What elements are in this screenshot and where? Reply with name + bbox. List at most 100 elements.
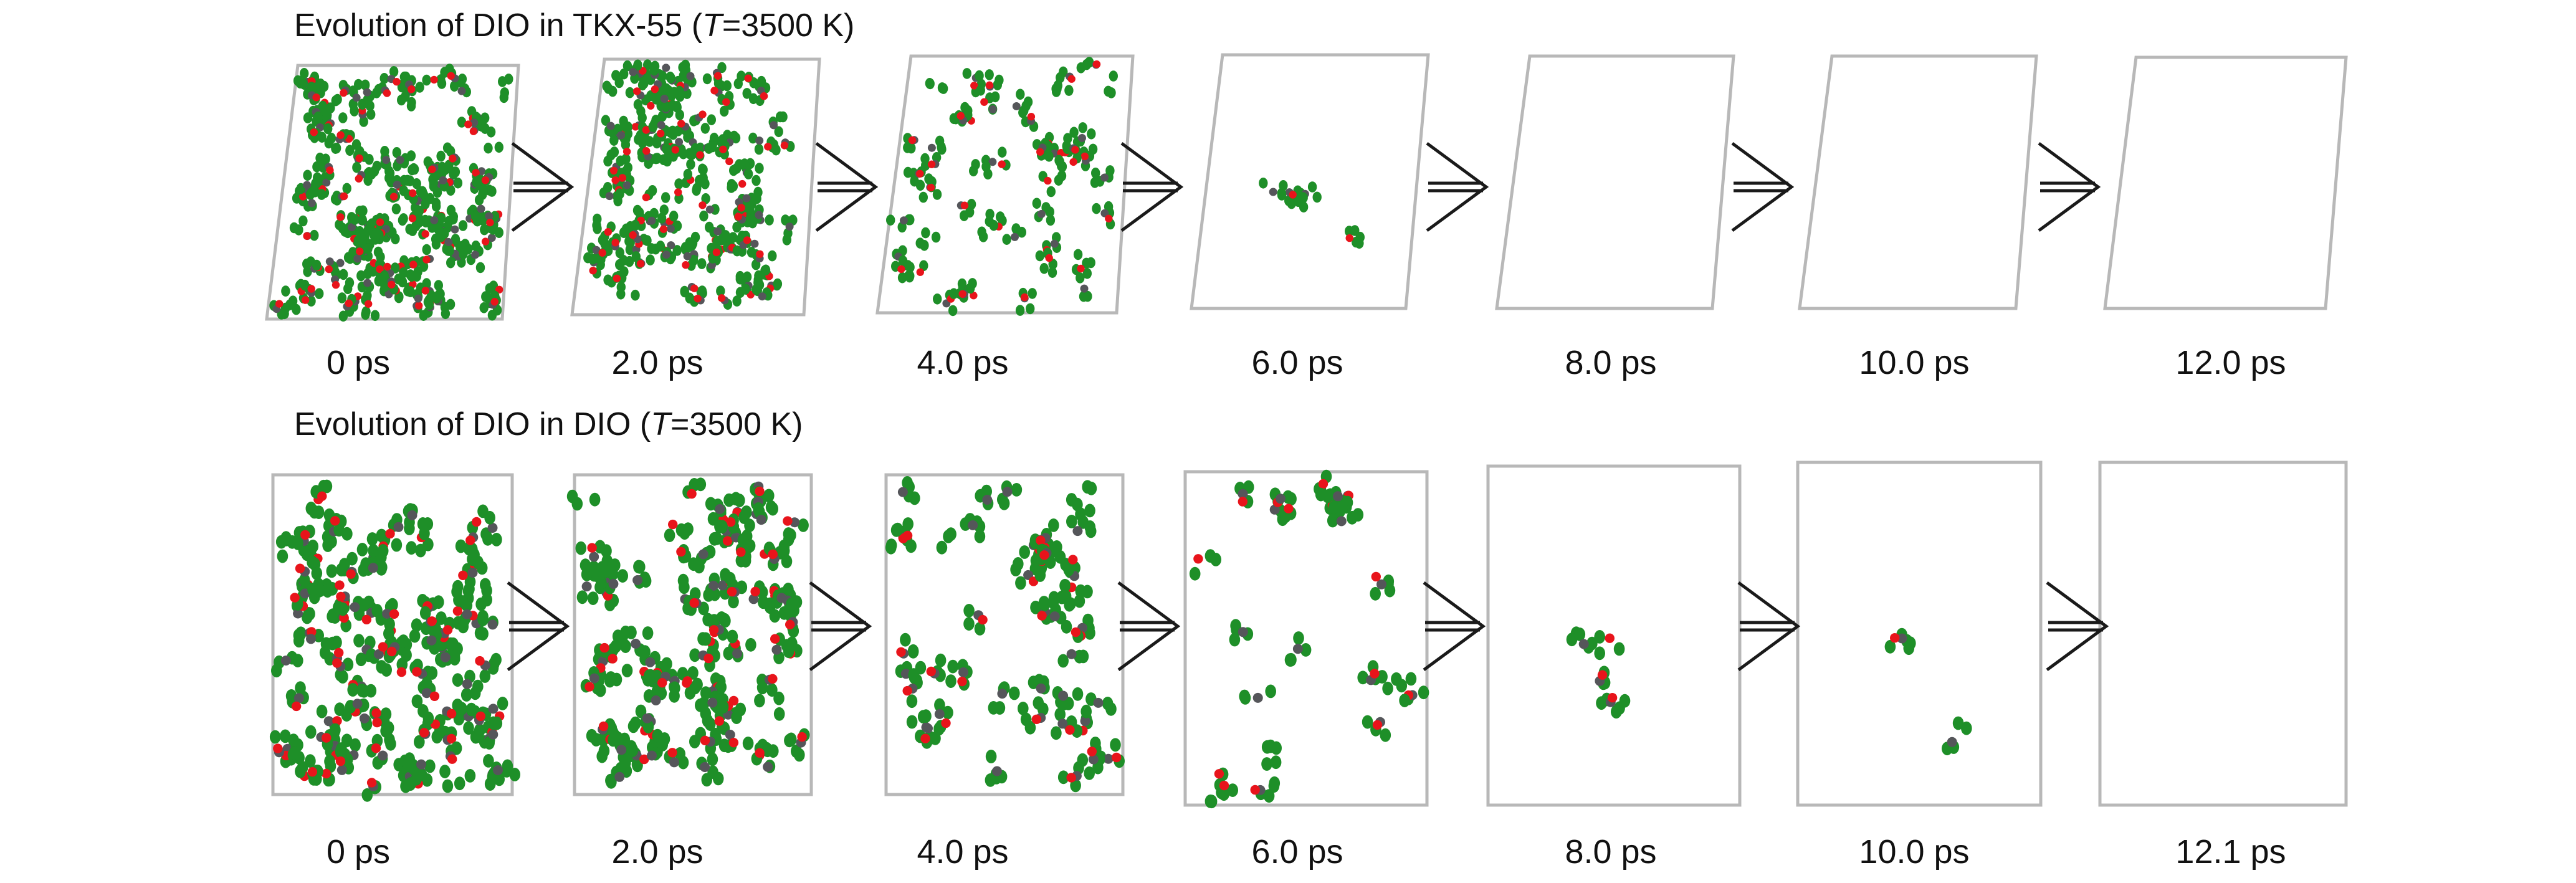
atom-green: [305, 502, 317, 515]
molecule: [1090, 165, 1115, 188]
molecule: [768, 111, 788, 138]
atom-red: [300, 530, 310, 540]
atom-green: [271, 664, 282, 678]
cell-boundary: [1190, 53, 1430, 310]
atom-red: [371, 743, 381, 753]
atom-green: [317, 131, 327, 143]
atom-gray: [1078, 134, 1086, 142]
molecule: [648, 121, 677, 144]
atom-red: [430, 75, 438, 84]
atom-red: [355, 174, 363, 183]
atom-red: [295, 563, 305, 573]
atom-green: [971, 159, 980, 170]
atom-red: [667, 748, 677, 758]
atom-green: [650, 60, 660, 72]
atom-gray: [303, 181, 312, 189]
atom-green: [1091, 167, 1100, 179]
molecule: [616, 281, 640, 301]
atom-green: [1084, 57, 1094, 68]
molecule: [345, 683, 368, 714]
atom-gray: [363, 279, 372, 287]
atom-green: [695, 698, 706, 712]
molecule: [682, 477, 707, 499]
molecule: [702, 62, 727, 85]
atom-gray: [280, 656, 291, 666]
atom-green: [426, 666, 438, 680]
atom-red: [916, 268, 925, 276]
atom-gray: [776, 593, 787, 603]
atom-green: [371, 604, 383, 618]
atom-green: [1057, 654, 1069, 668]
atom-green: [727, 182, 736, 193]
atom-green: [631, 219, 640, 231]
atom-green: [712, 771, 724, 786]
atom-green: [965, 206, 975, 218]
atom-gray: [477, 204, 485, 213]
atom-green: [695, 176, 705, 188]
atom-green: [407, 97, 416, 108]
atom-red: [490, 298, 499, 306]
atom-gray: [899, 216, 908, 225]
atom-red: [1193, 554, 1203, 564]
molecule: [681, 244, 699, 271]
molecule: [727, 179, 747, 193]
atom-red: [728, 738, 739, 748]
atom-green: [575, 541, 587, 555]
atom-red: [452, 606, 463, 616]
atom-green: [932, 189, 942, 200]
simulation-cell: [1183, 469, 1429, 809]
atom-red: [727, 586, 737, 597]
atom-red: [1289, 191, 1297, 199]
atom-red: [365, 300, 373, 308]
atom-green: [446, 298, 456, 310]
atom-red: [642, 126, 651, 134]
atom-green: [293, 628, 305, 642]
atom-red: [642, 147, 651, 155]
atom-red: [908, 136, 917, 145]
molecule: [371, 598, 399, 631]
molecule: [985, 750, 1008, 787]
molecule: [380, 146, 392, 171]
atom-green: [310, 82, 320, 94]
row-title-tkx55: Evolution of DIO in TKX-55 (T=3500 K): [294, 7, 854, 44]
atom-green: [1613, 642, 1625, 656]
atom-green: [672, 220, 682, 232]
arrow-shape: [1426, 141, 1489, 232]
atom-green: [794, 748, 805, 762]
atom-green: [437, 212, 446, 224]
molecule: [696, 752, 724, 787]
atom-red: [371, 708, 381, 718]
atom-green: [310, 229, 319, 241]
atom-green: [1034, 568, 1046, 582]
atom-red: [584, 682, 594, 692]
atom-green: [1391, 672, 1402, 686]
atom-green: [457, 619, 469, 634]
atom-green: [1026, 303, 1035, 315]
atom-red: [332, 281, 340, 289]
atom-green: [674, 178, 684, 189]
atom-green: [1087, 128, 1096, 140]
atom-red: [1068, 555, 1078, 565]
molecule: [480, 523, 502, 547]
atom-red: [421, 230, 429, 238]
molecule: [890, 517, 917, 553]
atom-green: [669, 87, 679, 98]
atom-green: [766, 683, 778, 697]
atom-gray: [707, 697, 718, 708]
atom-green: [993, 79, 1003, 90]
atom-green: [735, 287, 745, 298]
atom-green: [741, 505, 752, 519]
atom-green: [709, 132, 719, 144]
atom-red: [372, 717, 382, 728]
molecule: [1015, 287, 1037, 316]
atom-red: [1021, 293, 1029, 302]
atom-green: [925, 78, 935, 90]
atom-green: [707, 752, 718, 766]
atom-green: [356, 684, 368, 697]
atom-red: [780, 141, 789, 150]
molecule: [639, 645, 661, 683]
atom-green: [1084, 621, 1095, 635]
atom-green: [604, 598, 616, 611]
atom-green: [732, 221, 742, 233]
molecule: [608, 233, 624, 259]
